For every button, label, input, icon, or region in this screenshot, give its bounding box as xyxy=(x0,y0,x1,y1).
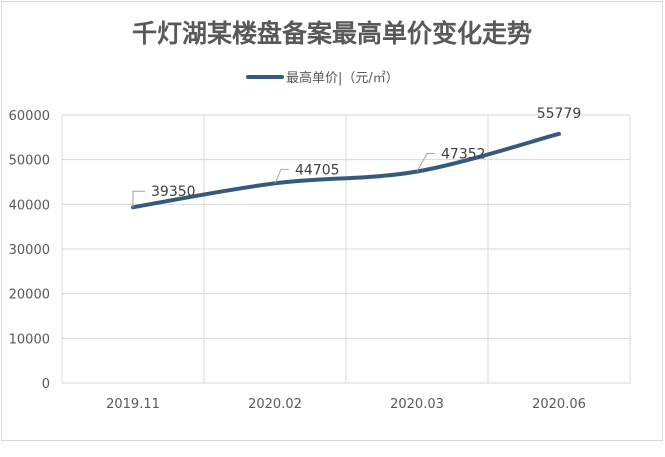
leader-line xyxy=(416,152,435,172)
data-label: 47352 xyxy=(441,146,486,162)
x-tick-label: 2020.03 xyxy=(390,397,444,412)
chart-title: 千灯湖某楼盘备案最高单价变化走势 xyxy=(132,19,532,48)
chart-border xyxy=(1,1,663,441)
data-label: 44705 xyxy=(295,162,340,178)
x-tick-label: 2020.02 xyxy=(248,397,302,412)
series-line xyxy=(131,131,561,210)
data-label: 55779 xyxy=(537,106,582,122)
y-tick-label: 30000 xyxy=(9,243,50,258)
y-tick-label: 40000 xyxy=(9,198,50,213)
x-tick-label: 2020.06 xyxy=(532,397,586,412)
leader-line xyxy=(132,190,145,208)
y-tick-label: 10000 xyxy=(9,332,50,347)
x-tick-label: 2019.11 xyxy=(106,397,160,412)
y-tick-label: 50000 xyxy=(9,154,50,169)
y-tick-label: 0 xyxy=(42,377,50,392)
y-tick-label: 20000 xyxy=(9,288,50,303)
legend-label: 最高单价|（元/㎡） xyxy=(286,70,399,86)
leader-line xyxy=(274,168,289,184)
y-tick-label: 60000 xyxy=(9,109,50,124)
data-label: 39350 xyxy=(151,184,196,200)
